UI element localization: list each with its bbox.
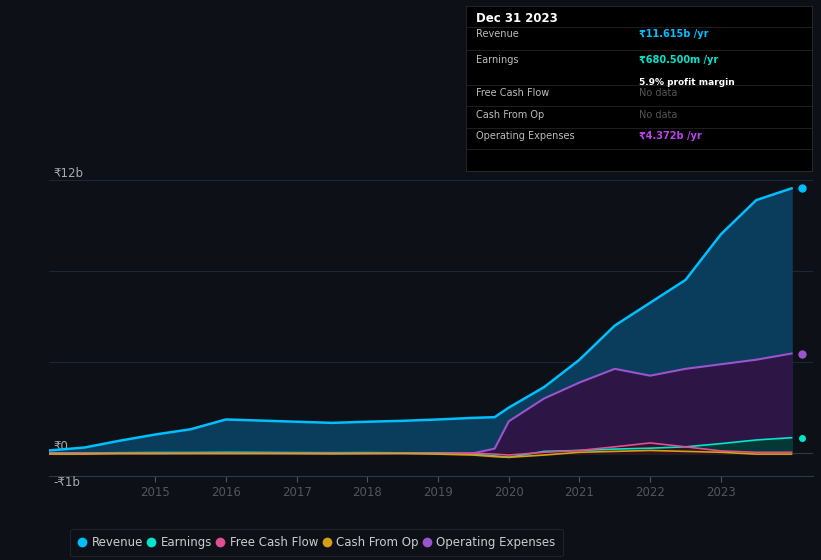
Text: -₹1b: -₹1b (53, 476, 80, 489)
Text: Free Cash Flow: Free Cash Flow (476, 88, 549, 98)
Text: ₹680.500m /yr: ₹680.500m /yr (639, 55, 718, 65)
Text: 5.9% profit margin: 5.9% profit margin (639, 78, 735, 87)
Text: Revenue: Revenue (476, 29, 519, 39)
Text: No data: No data (639, 110, 677, 120)
Text: Earnings: Earnings (476, 55, 518, 65)
Text: Operating Expenses: Operating Expenses (476, 131, 575, 141)
Text: ₹12b: ₹12b (53, 167, 83, 180)
Text: ₹4.372b /yr: ₹4.372b /yr (639, 131, 701, 141)
Text: ₹11.615b /yr: ₹11.615b /yr (639, 29, 709, 39)
Text: Dec 31 2023: Dec 31 2023 (476, 12, 557, 25)
Legend: Revenue, Earnings, Free Cash Flow, Cash From Op, Operating Expenses: Revenue, Earnings, Free Cash Flow, Cash … (71, 529, 562, 556)
Text: ₹0: ₹0 (53, 440, 68, 453)
Text: Cash From Op: Cash From Op (476, 110, 544, 120)
Text: No data: No data (639, 88, 677, 98)
